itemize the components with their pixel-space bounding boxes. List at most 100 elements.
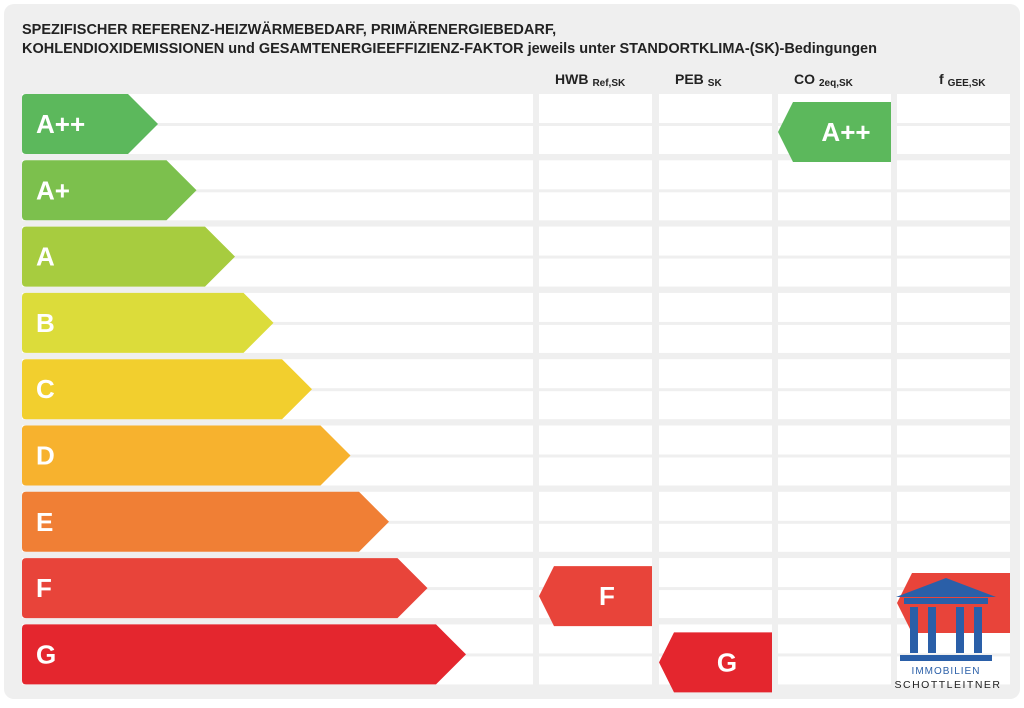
cell-stripe xyxy=(659,226,772,256)
rating-label: A++ xyxy=(821,117,870,147)
cell-stripe xyxy=(539,523,652,552)
cell-stripe xyxy=(778,523,891,552)
class-arrow xyxy=(22,425,351,486)
cell-stripe xyxy=(539,491,652,521)
class-label: C xyxy=(36,374,55,404)
cell-stripe xyxy=(897,126,1010,154)
logo-text: IMMOBILIEN xyxy=(912,666,981,677)
cell-stripe xyxy=(778,558,891,588)
cell-stripe xyxy=(659,425,772,455)
logo-roof xyxy=(896,578,996,597)
column-subscript: GEE,SK xyxy=(948,78,987,89)
cell-stripe xyxy=(778,491,891,521)
cell-stripe xyxy=(659,160,772,190)
column-header: HWB Ref,SK xyxy=(555,71,626,89)
cell-stripe xyxy=(778,656,891,685)
class-label: E xyxy=(36,507,53,537)
cell-stripe xyxy=(539,656,652,685)
class-label: B xyxy=(36,308,55,338)
cell-stripe xyxy=(539,192,652,221)
cell-stripe xyxy=(539,226,652,256)
class-label: A xyxy=(36,242,55,272)
column-header: CO 2eq,SK xyxy=(794,71,854,89)
title-line: SPEZIFISCHER REFERENZ-HEIZWÄRMEBEDARF, P… xyxy=(22,21,556,38)
title-line: KOHLENDIOXIDEMISSIONEN und GESAMTENERGIE… xyxy=(22,41,877,57)
logo-base xyxy=(900,655,992,661)
column-subscript: 2eq,SK xyxy=(819,78,854,89)
cell-stripe xyxy=(778,160,891,190)
column-header: f GEE,SK xyxy=(939,71,986,89)
cell-stripe xyxy=(539,457,652,486)
cell-stripe xyxy=(539,391,652,420)
column-label: f xyxy=(939,71,944,87)
column-label: HWB xyxy=(555,71,588,87)
cell-stripe xyxy=(659,359,772,389)
cell-stripe xyxy=(897,491,1010,521)
cell-stripe xyxy=(897,457,1010,486)
rating-marker xyxy=(778,102,891,162)
cell-stripe xyxy=(659,491,772,521)
logo-beam xyxy=(904,598,988,604)
logo-column xyxy=(974,607,982,653)
cell-stripe xyxy=(897,192,1010,221)
rating-marker xyxy=(539,566,652,627)
column-header: PEB SK xyxy=(675,71,722,89)
cell-stripe xyxy=(897,258,1010,287)
cell-stripe xyxy=(897,523,1010,552)
cell-stripe xyxy=(778,457,891,486)
cell-stripe xyxy=(778,258,891,287)
column-subscript: SK xyxy=(708,78,723,89)
cell-stripe xyxy=(778,324,891,353)
cell-stripe xyxy=(897,359,1010,389)
class-arrow xyxy=(22,160,197,221)
cell-stripe xyxy=(659,523,772,552)
cell-stripe xyxy=(778,391,891,420)
cell-stripe xyxy=(659,258,772,287)
cell-stripe xyxy=(778,425,891,455)
cell-stripe xyxy=(897,391,1010,420)
cell-stripe xyxy=(539,258,652,287)
cell-stripe xyxy=(778,226,891,256)
cell-stripe xyxy=(778,590,891,619)
cell-stripe xyxy=(897,160,1010,190)
cell-stripe xyxy=(539,425,652,455)
rating-label: G xyxy=(717,647,737,677)
class-label: D xyxy=(36,441,55,471)
cell-stripe xyxy=(897,425,1010,455)
rating-label: F xyxy=(599,581,615,611)
cell-stripe xyxy=(897,226,1010,256)
logo-text: SCHOTTLEITNER xyxy=(894,679,1001,691)
column-subscript: Ref,SK xyxy=(592,78,626,89)
cell-stripe xyxy=(659,324,772,353)
cell-stripe xyxy=(539,160,652,190)
class-label: A++ xyxy=(36,109,85,139)
class-arrow xyxy=(22,359,312,420)
logo-column xyxy=(910,607,918,653)
logo-column xyxy=(928,607,936,653)
cell-stripe xyxy=(659,126,772,154)
cell-stripe xyxy=(539,624,652,654)
cell-stripe xyxy=(539,292,652,322)
cell-stripe xyxy=(778,192,891,221)
cell-stripe xyxy=(659,292,772,322)
class-label: A+ xyxy=(36,175,70,205)
class-arrow xyxy=(22,558,428,619)
cell-stripe xyxy=(659,192,772,221)
class-arrow xyxy=(22,624,466,685)
cell-stripe xyxy=(539,126,652,154)
cell-stripe xyxy=(539,324,652,353)
class-arrow xyxy=(22,94,158,154)
cell-stripe xyxy=(778,359,891,389)
cell-stripe xyxy=(659,558,772,588)
cell-stripe xyxy=(539,94,652,123)
cell-stripe xyxy=(778,292,891,322)
cell-stripe xyxy=(659,94,772,123)
cell-stripe xyxy=(659,590,772,619)
column-label: CO xyxy=(794,71,815,87)
class-label: G xyxy=(36,639,56,669)
logo: IMMOBILIEN SCHOTTLEITNER xyxy=(894,578,1001,691)
cell-stripe xyxy=(897,94,1010,123)
cell-stripe xyxy=(897,324,1010,353)
cell-stripe xyxy=(659,391,772,420)
